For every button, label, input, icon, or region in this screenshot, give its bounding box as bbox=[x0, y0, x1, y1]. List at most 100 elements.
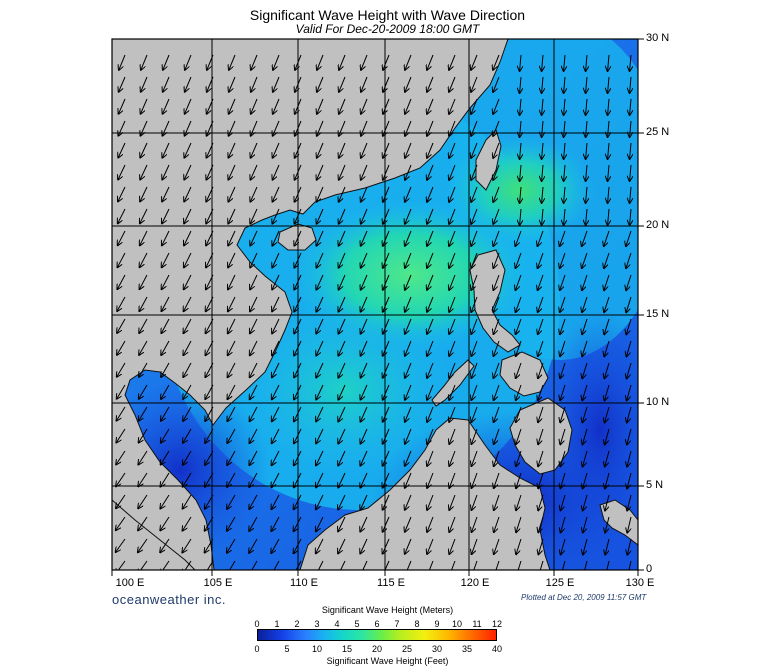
wave-arrow bbox=[162, 230, 170, 245]
wave-arrow bbox=[338, 560, 346, 570]
wave-arrow bbox=[383, 274, 390, 290]
wave-arrow bbox=[427, 296, 434, 312]
wave-arrow bbox=[272, 450, 280, 465]
lon-label-110e: 110 E bbox=[290, 577, 318, 589]
wave-arrow bbox=[405, 120, 412, 136]
wave-arrow bbox=[183, 406, 192, 421]
wave-arrow bbox=[471, 362, 478, 378]
wave-arrow bbox=[449, 406, 456, 422]
wave-arrow bbox=[560, 230, 566, 246]
wave-arrow bbox=[294, 230, 302, 246]
wave-arrow bbox=[361, 186, 368, 202]
wave-arrow bbox=[117, 296, 126, 311]
wave-arrow bbox=[405, 186, 412, 202]
wave-arrow bbox=[228, 186, 236, 202]
lon-label-105e: 105 E bbox=[203, 577, 233, 589]
wave-arrow bbox=[295, 142, 302, 158]
wave-arrow bbox=[560, 318, 566, 334]
wave-arrow bbox=[294, 362, 302, 377]
wave-arrow bbox=[138, 560, 148, 570]
wave-arrow bbox=[228, 208, 236, 224]
wave-arrow bbox=[383, 516, 390, 532]
wave-arrow bbox=[405, 318, 412, 334]
wave-arrow bbox=[449, 340, 456, 356]
wave-arrow bbox=[271, 560, 280, 570]
wave-arrow bbox=[316, 472, 324, 487]
wave-arrow bbox=[162, 186, 170, 202]
wave-arrow bbox=[472, 494, 478, 510]
wave-arrow bbox=[583, 538, 588, 555]
wave-arrow bbox=[516, 340, 522, 356]
wave-arrow bbox=[582, 384, 588, 400]
wave-arrow bbox=[471, 76, 478, 92]
wave-arrow bbox=[184, 318, 192, 333]
wave-arrow bbox=[116, 560, 126, 570]
wave-arrow bbox=[227, 494, 236, 509]
wave-arrow bbox=[317, 76, 324, 92]
wave-arrow bbox=[117, 318, 126, 333]
wave-arrow bbox=[338, 494, 346, 510]
wave-arrow bbox=[360, 516, 368, 532]
wave-arrow bbox=[427, 450, 434, 466]
wave-arrow bbox=[630, 164, 631, 181]
wave-arrow bbox=[472, 516, 478, 532]
wave-arrow bbox=[520, 76, 521, 93]
wave-arrow bbox=[493, 208, 500, 224]
wave-arrow bbox=[494, 406, 500, 422]
wave-arrow bbox=[516, 472, 522, 488]
wave-arrow bbox=[161, 384, 170, 399]
wave-arrow bbox=[227, 472, 236, 487]
wave-arrow bbox=[161, 340, 170, 355]
wave-arrow bbox=[449, 318, 456, 334]
wave-arrow bbox=[626, 296, 632, 312]
wave-arrow bbox=[229, 142, 236, 158]
colorbar-meters-tick: 10 bbox=[451, 619, 463, 629]
wave-arrow bbox=[427, 472, 434, 488]
wave-arrow bbox=[227, 560, 236, 570]
colorbar-meters-tick: 1 bbox=[274, 619, 280, 629]
wave-arrow bbox=[316, 560, 324, 570]
wave-arrow bbox=[495, 560, 500, 570]
wave-arrow bbox=[626, 318, 632, 334]
wave-arrow bbox=[405, 384, 412, 400]
wave-arrow bbox=[361, 76, 368, 92]
wave-arrow bbox=[427, 362, 434, 378]
wave-arrow bbox=[205, 560, 214, 570]
wave-arrow bbox=[427, 252, 434, 268]
wave-arrow bbox=[138, 538, 148, 552]
wave-arrow bbox=[586, 164, 587, 181]
wave-arrow bbox=[271, 516, 280, 531]
wave-arrow bbox=[627, 406, 632, 422]
wave-arrow bbox=[228, 340, 236, 355]
wave-arrow bbox=[227, 406, 236, 421]
wave-arrow bbox=[494, 362, 500, 378]
wave-arrow bbox=[449, 230, 456, 246]
wave-arrow bbox=[206, 186, 214, 202]
wave-arrow bbox=[493, 54, 500, 70]
wave-arrow bbox=[316, 538, 324, 553]
wave-arrow bbox=[339, 186, 346, 202]
wave-arrow bbox=[516, 362, 522, 378]
wave-arrow bbox=[538, 252, 544, 268]
wave-arrow bbox=[564, 54, 565, 71]
wave-arrow bbox=[449, 494, 456, 510]
wave-arrow bbox=[427, 164, 434, 180]
wave-arrow bbox=[338, 538, 346, 553]
wave-arrow bbox=[606, 560, 610, 570]
wave-arrow bbox=[586, 54, 587, 71]
wave-arrow bbox=[272, 208, 280, 224]
wave-arrow bbox=[272, 494, 280, 509]
wave-arrow bbox=[449, 450, 456, 466]
wave-arrow bbox=[630, 98, 631, 115]
wave-arrow bbox=[118, 142, 126, 158]
wave-arrow bbox=[520, 164, 521, 181]
wave-arrow bbox=[627, 362, 632, 378]
wave-arrow bbox=[361, 120, 368, 136]
chart-title: Significant Wave Height with Wave Direct… bbox=[249, 7, 526, 23]
lat-label-15n: 15 N bbox=[646, 308, 670, 320]
wave-arrow bbox=[405, 538, 412, 554]
wave-arrow bbox=[205, 472, 214, 487]
wave-arrow bbox=[560, 340, 566, 356]
wave-arrow bbox=[383, 406, 390, 422]
wave-arrow bbox=[228, 164, 236, 180]
